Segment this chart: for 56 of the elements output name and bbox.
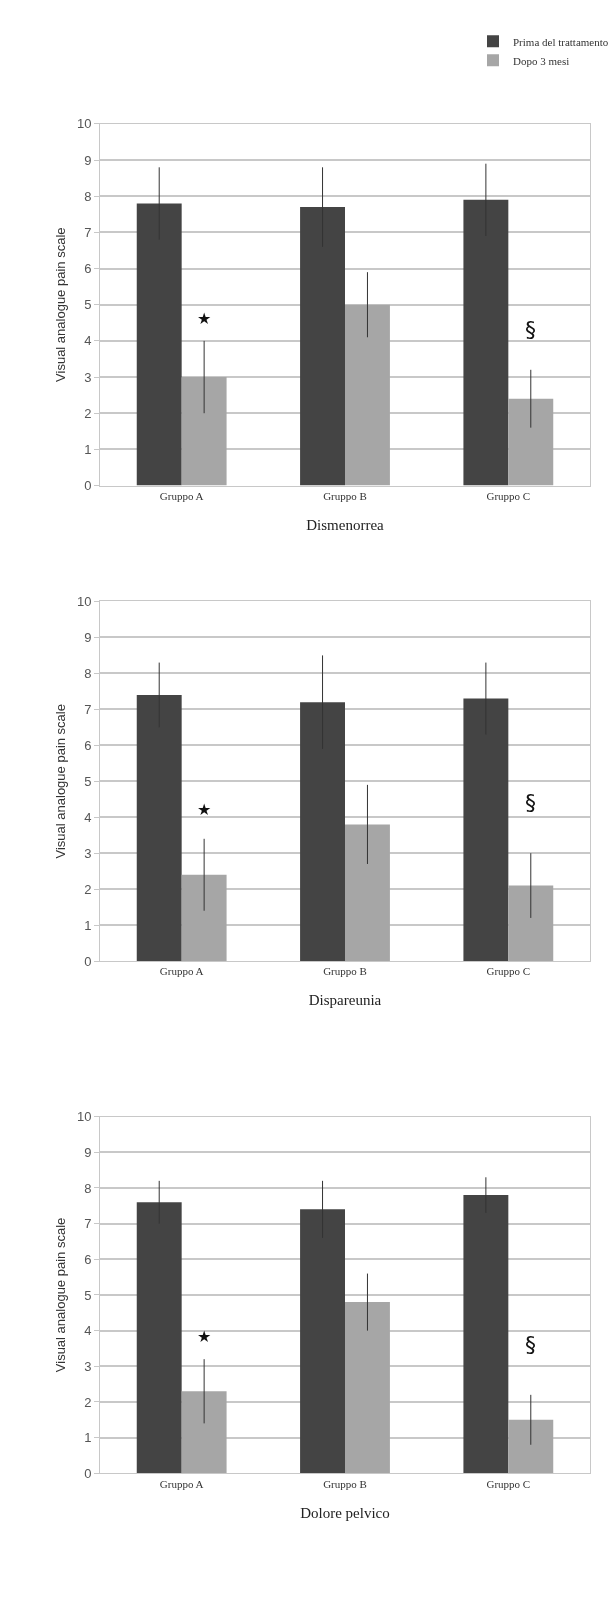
- y-tick-label: 8: [84, 665, 92, 681]
- x-tick-label: Gruppo C: [486, 1477, 531, 1490]
- x-axis-title: Dispareunia: [308, 992, 382, 1009]
- y-axis-title: Visual analogue pain scale: [52, 227, 68, 382]
- y-tick-label: 2: [84, 405, 92, 421]
- y-tick-label: 3: [84, 1358, 92, 1374]
- y-tick-label: 3: [84, 845, 92, 861]
- y-tick-label: 0: [84, 1465, 92, 1481]
- y-tick-label: 7: [84, 701, 92, 717]
- y-tick-label: 9: [84, 152, 92, 168]
- x-tick-label: Gruppo A: [159, 489, 204, 502]
- annotation: ★: [197, 800, 212, 819]
- y-tick-label: 2: [84, 1394, 92, 1410]
- y-tick-label: 9: [84, 629, 92, 645]
- annotation: §: [525, 317, 536, 342]
- annotation: ★: [197, 1327, 212, 1346]
- x-tick-label: Gruppo B: [323, 489, 367, 502]
- x-tick-label: Gruppo A: [159, 1477, 204, 1490]
- legend-label: Dopo 3 mesi: [513, 54, 570, 67]
- y-tick-label: 4: [84, 809, 92, 825]
- legend-label: Prima del trattamento: [513, 35, 609, 48]
- y-tick-label: 9: [84, 1144, 92, 1160]
- annotation: ★: [197, 309, 212, 328]
- y-tick-label: 5: [84, 773, 92, 789]
- y-tick-label: 10: [76, 1109, 92, 1125]
- y-tick-label: 10: [76, 594, 92, 609]
- x-tick-label: Gruppo C: [486, 965, 531, 978]
- y-axis-title: Visual analogue pain scale: [52, 704, 68, 859]
- y-tick-label: 1: [84, 1430, 92, 1446]
- y-axis-title: Visual analogue pain scale: [52, 1217, 68, 1373]
- y-tick-label: 6: [84, 261, 92, 277]
- y-tick-label: 6: [84, 1251, 92, 1267]
- y-tick-label: 7: [84, 1216, 92, 1232]
- x-axis-title: Dolore pelvico: [300, 1504, 390, 1521]
- y-tick-label: 8: [84, 1180, 92, 1196]
- annotation: §: [525, 1332, 536, 1357]
- y-tick-label: 0: [84, 953, 92, 969]
- y-tick-label: 1: [84, 917, 92, 933]
- y-tick-label: 6: [84, 737, 92, 753]
- x-tick-label: Gruppo A: [159, 965, 204, 978]
- y-tick-label: 5: [84, 1287, 92, 1303]
- x-tick-label: Gruppo B: [323, 1477, 367, 1490]
- annotation: §: [525, 790, 536, 815]
- y-tick-label: 1: [84, 441, 92, 457]
- x-axis-title: Dismenorrea: [306, 516, 385, 533]
- y-tick-label: 4: [84, 333, 92, 349]
- y-tick-label: 10: [76, 116, 92, 132]
- y-tick-label: 5: [84, 297, 92, 313]
- y-tick-label: 3: [84, 369, 92, 385]
- y-tick-label: 7: [84, 224, 92, 240]
- y-tick-label: 0: [84, 478, 92, 494]
- y-tick-label: 2: [84, 881, 92, 897]
- y-tick-label: 8: [84, 188, 92, 204]
- x-tick-label: Gruppo C: [486, 489, 531, 502]
- y-tick-label: 4: [84, 1323, 92, 1339]
- x-tick-label: Gruppo B: [323, 965, 367, 978]
